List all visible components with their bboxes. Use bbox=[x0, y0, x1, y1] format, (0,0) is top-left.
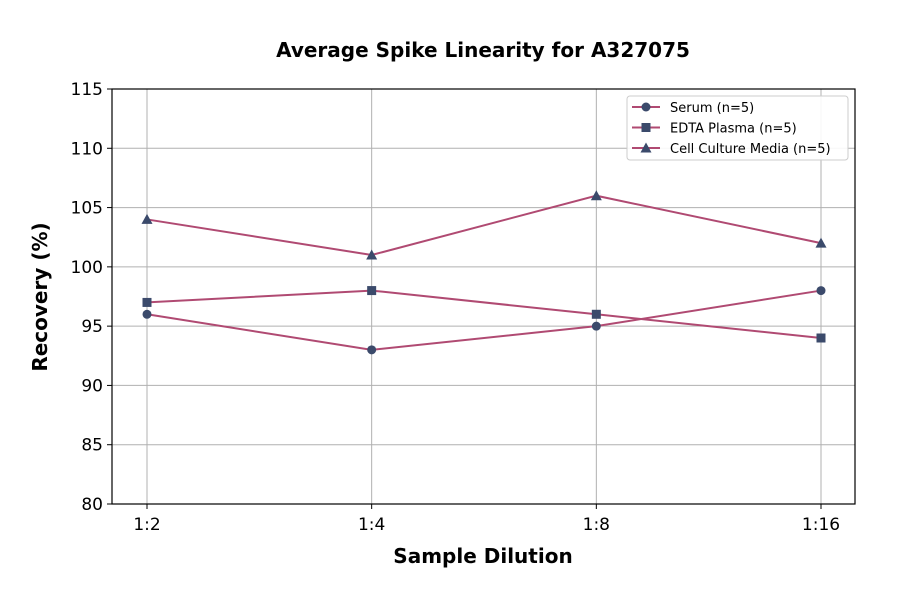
data-point-circle bbox=[142, 309, 152, 319]
y-tick-label: 115 bbox=[71, 80, 103, 100]
data-point-circle bbox=[591, 321, 601, 331]
y-tick-label: 105 bbox=[71, 199, 103, 219]
x-tick-label: 1:8 bbox=[583, 515, 610, 535]
data-point-triangle bbox=[815, 237, 827, 248]
series-circle bbox=[142, 286, 826, 355]
y-tick-label: 85 bbox=[81, 436, 103, 456]
y-tick-label: 100 bbox=[71, 258, 103, 278]
legend-marker-square bbox=[641, 123, 651, 132]
y-axis-label: Recovery (%) bbox=[28, 222, 52, 371]
x-tick-label: 1:16 bbox=[802, 515, 840, 535]
legend-marker-circle bbox=[641, 102, 651, 112]
series-line bbox=[146, 289, 822, 351]
legend-label: Cell Culture Media (n=5) bbox=[670, 142, 831, 157]
x-tick-label: 1:4 bbox=[358, 515, 385, 535]
y-tick-label: 95 bbox=[81, 317, 103, 337]
plot-frame bbox=[111, 88, 856, 505]
series-line bbox=[146, 194, 822, 257]
data-point-triangle bbox=[141, 213, 153, 224]
y-tick-label: 80 bbox=[81, 495, 103, 515]
y-tick-label: 110 bbox=[71, 139, 103, 159]
x-axis-label: Sample Dilution bbox=[393, 544, 572, 568]
data-point-circle bbox=[367, 345, 377, 355]
data-point-square bbox=[591, 309, 601, 319]
series-line bbox=[146, 289, 822, 339]
data-point-square bbox=[142, 297, 152, 307]
series-triangle bbox=[141, 190, 827, 260]
data-point-square bbox=[816, 333, 826, 343]
legend-label: EDTA Plasma (n=5) bbox=[670, 122, 797, 137]
data-point-circle bbox=[816, 286, 826, 296]
chart-title: Average Spike Linearity for A327075 bbox=[276, 38, 690, 62]
legend-label: Serum (n=5) bbox=[670, 101, 754, 116]
legend: Serum (n=5) EDTA Plasma (n=5) Cell Culture… bbox=[626, 95, 849, 161]
legend-marker-triangle bbox=[640, 142, 652, 153]
x-tick-label: 1:2 bbox=[133, 515, 160, 535]
data-point-triangle bbox=[590, 190, 602, 201]
data-point-triangle bbox=[366, 249, 378, 260]
y-tick-label: 90 bbox=[81, 376, 103, 396]
data-point-square bbox=[367, 286, 377, 296]
legend-box bbox=[626, 95, 849, 161]
series-square bbox=[142, 286, 826, 343]
